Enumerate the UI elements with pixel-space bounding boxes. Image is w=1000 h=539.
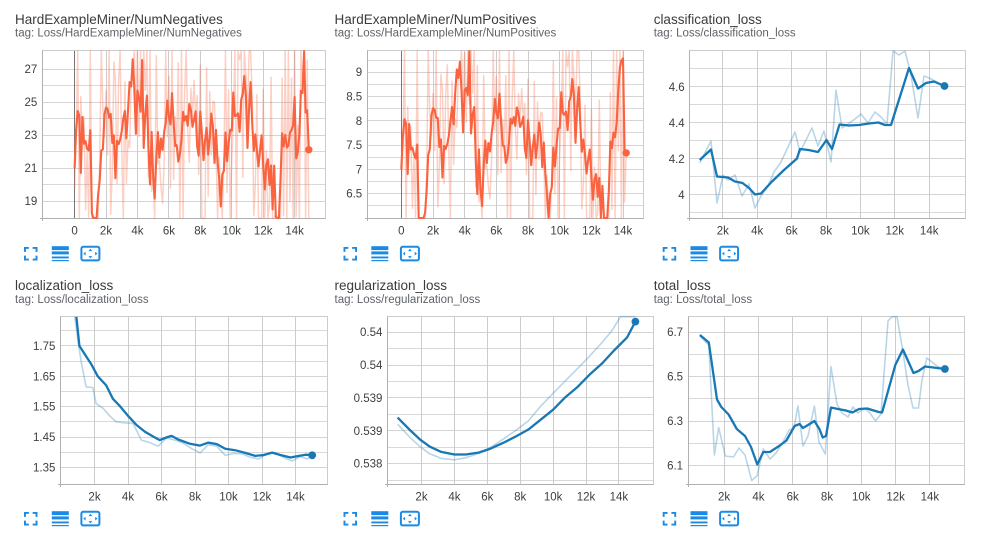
svg-text:4k: 4k <box>459 226 471 238</box>
svg-text:2k: 2k <box>415 492 427 504</box>
svg-text:12k: 12k <box>886 492 905 504</box>
svg-text:10k: 10k <box>219 492 238 504</box>
svg-text:23: 23 <box>25 130 38 142</box>
svg-text:2k: 2k <box>427 226 439 238</box>
svg-text:6k: 6k <box>163 226 175 238</box>
svg-text:4k: 4k <box>751 226 763 238</box>
svg-text:0: 0 <box>71 226 77 238</box>
svg-text:0.539: 0.539 <box>354 426 383 438</box>
svg-text:0: 0 <box>398 226 404 238</box>
svg-text:8: 8 <box>356 116 362 128</box>
svg-text:8k: 8k <box>194 226 206 238</box>
svg-text:1.35: 1.35 <box>33 463 55 475</box>
svg-text:6k: 6k <box>481 492 493 504</box>
svg-text:1.65: 1.65 <box>33 371 55 383</box>
svg-text:7.5: 7.5 <box>346 140 362 152</box>
svg-text:HardExampleMiner/NumPositives: HardExampleMiner/NumPositives <box>335 12 537 27</box>
svg-text:6.7: 6.7 <box>667 327 683 339</box>
svg-text:tag: Loss/classification_loss: tag: Loss/classification_loss <box>654 28 796 40</box>
svg-text:6k: 6k <box>155 492 167 504</box>
svg-text:6.5: 6.5 <box>346 189 362 201</box>
svg-text:tag: Loss/HardExampleMiner/Num: tag: Loss/HardExampleMiner/NumPositives <box>335 28 557 40</box>
svg-text:12k: 12k <box>254 226 273 238</box>
svg-text:14k: 14k <box>286 492 305 504</box>
svg-text:12k: 12k <box>886 226 905 238</box>
svg-text:14k: 14k <box>920 226 939 238</box>
svg-text:1.55: 1.55 <box>33 402 55 414</box>
svg-text:2k: 2k <box>718 492 730 504</box>
svg-text:6.1: 6.1 <box>667 461 683 473</box>
svg-text:2k: 2k <box>88 492 100 504</box>
svg-text:4k: 4k <box>752 492 764 504</box>
svg-text:0.54: 0.54 <box>360 360 383 372</box>
svg-text:8k: 8k <box>522 226 534 238</box>
svg-text:4k: 4k <box>122 492 134 504</box>
svg-text:4.4: 4.4 <box>669 118 686 130</box>
svg-text:tag: Loss/localization_loss: tag: Loss/localization_loss <box>15 294 149 306</box>
svg-text:4: 4 <box>678 190 685 202</box>
svg-text:regularization_loss: regularization_loss <box>335 278 448 293</box>
svg-text:0.538: 0.538 <box>354 459 383 471</box>
svg-text:tag: Loss/regularization_loss: tag: Loss/regularization_loss <box>335 294 481 306</box>
svg-text:tag: Loss/HardExampleMiner/Num: tag: Loss/HardExampleMiner/NumNegatives <box>15 28 242 40</box>
svg-text:8k: 8k <box>820 226 832 238</box>
svg-text:14k: 14k <box>614 226 633 238</box>
svg-text:classification_loss: classification_loss <box>654 12 762 27</box>
svg-text:6.3: 6.3 <box>667 416 683 428</box>
svg-text:0.54: 0.54 <box>360 327 383 339</box>
svg-text:14k: 14k <box>921 492 940 504</box>
svg-text:4k: 4k <box>131 226 143 238</box>
svg-text:1.45: 1.45 <box>33 432 55 444</box>
svg-text:10k: 10k <box>851 226 870 238</box>
svg-text:21: 21 <box>25 163 38 175</box>
svg-text:19: 19 <box>25 196 38 208</box>
svg-text:1.75: 1.75 <box>33 341 55 353</box>
svg-text:4.6: 4.6 <box>669 82 685 94</box>
svg-text:9: 9 <box>356 67 362 79</box>
svg-text:total_loss: total_loss <box>654 278 711 293</box>
svg-text:4.2: 4.2 <box>669 154 685 166</box>
svg-text:6k: 6k <box>490 226 502 238</box>
svg-text:6.5: 6.5 <box>667 372 683 384</box>
svg-text:12k: 12k <box>253 492 272 504</box>
svg-text:8k: 8k <box>514 492 526 504</box>
svg-text:10k: 10k <box>852 492 871 504</box>
svg-text:14k: 14k <box>285 226 304 238</box>
svg-text:8k: 8k <box>821 492 833 504</box>
svg-text:25: 25 <box>25 97 38 109</box>
svg-text:2k: 2k <box>100 226 112 238</box>
svg-text:10k: 10k <box>223 226 242 238</box>
svg-text:12k: 12k <box>582 226 601 238</box>
svg-text:12k: 12k <box>577 492 596 504</box>
svg-text:10k: 10k <box>544 492 563 504</box>
svg-text:4k: 4k <box>448 492 460 504</box>
svg-text:0.539: 0.539 <box>354 393 383 405</box>
svg-text:2k: 2k <box>717 226 729 238</box>
svg-text:8.5: 8.5 <box>346 92 362 104</box>
svg-text:tag: Loss/total_loss: tag: Loss/total_loss <box>654 294 753 306</box>
svg-text:7: 7 <box>356 164 362 176</box>
svg-text:8k: 8k <box>189 492 201 504</box>
svg-text:14k: 14k <box>610 492 629 504</box>
svg-text:localization_loss: localization_loss <box>15 278 114 293</box>
svg-text:27: 27 <box>25 64 38 76</box>
svg-text:HardExampleMiner/NumNegatives: HardExampleMiner/NumNegatives <box>15 12 223 27</box>
svg-text:10k: 10k <box>550 226 569 238</box>
svg-text:6k: 6k <box>787 492 799 504</box>
svg-text:6k: 6k <box>786 226 798 238</box>
